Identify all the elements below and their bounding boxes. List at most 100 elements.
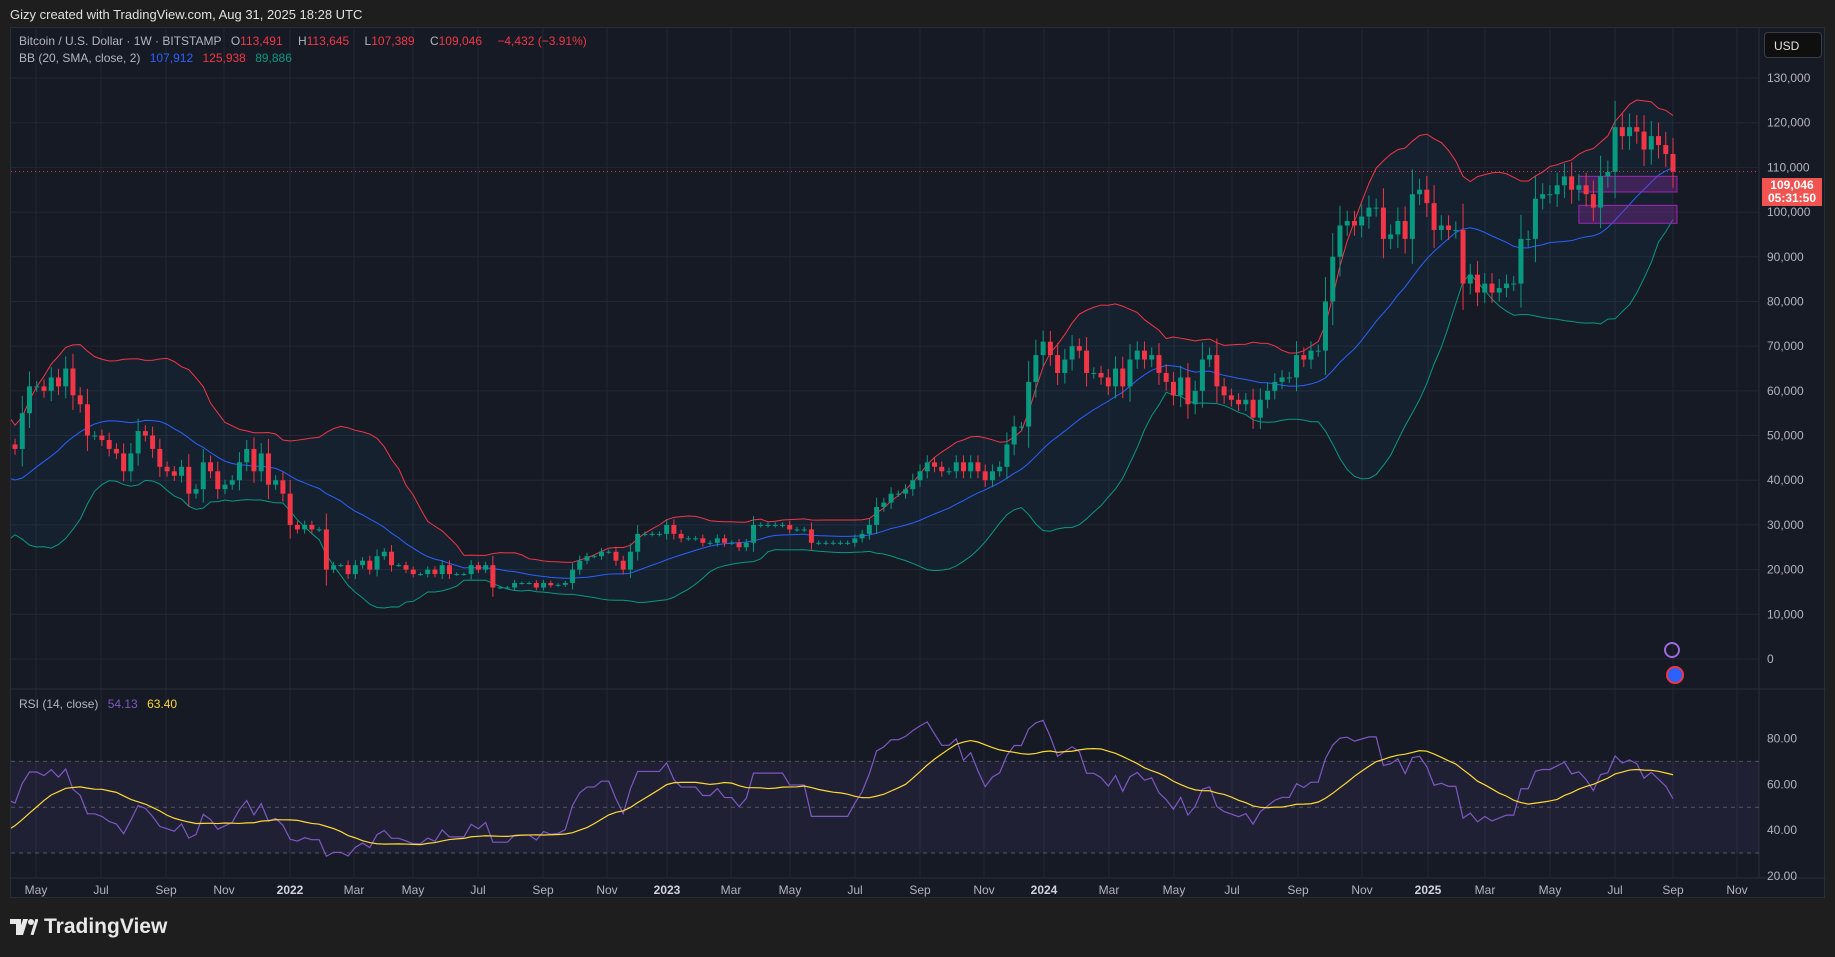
candle-body xyxy=(533,583,539,588)
bb-lower-value: 89,886 xyxy=(255,51,292,65)
candle-body xyxy=(932,462,938,467)
candle-body xyxy=(1265,390,1271,400)
price-tick: 100,000 xyxy=(1767,205,1811,219)
candle-body xyxy=(1351,221,1357,226)
candle-body xyxy=(389,551,395,566)
candle-body xyxy=(1525,238,1531,240)
candle-body xyxy=(1344,221,1350,226)
time-tick: Nov xyxy=(1351,883,1372,897)
rsi-ma-line xyxy=(11,739,1674,846)
candle-body xyxy=(772,524,778,526)
candle-body xyxy=(468,565,474,575)
price-tick: 80,000 xyxy=(1767,294,1804,308)
candle-body xyxy=(910,480,916,490)
candle-body xyxy=(367,560,373,570)
candle-body xyxy=(345,565,351,575)
candle-body xyxy=(135,431,141,454)
candle-body xyxy=(1055,355,1061,373)
candle-body xyxy=(700,538,706,543)
candle-body xyxy=(128,453,134,472)
candle-body xyxy=(874,507,880,525)
price-tick: 50,000 xyxy=(1767,429,1804,443)
candle-body xyxy=(555,584,561,586)
candle-body xyxy=(859,533,865,539)
time-tick: Sep xyxy=(1662,883,1684,897)
candle-body xyxy=(251,448,257,472)
candle-body xyxy=(504,587,510,589)
candle-body xyxy=(562,583,568,585)
candle-body xyxy=(1576,185,1582,190)
tradingview-logo[interactable]: TradingView xyxy=(10,915,167,939)
candle-body xyxy=(591,556,597,558)
time-tick: Mar xyxy=(344,883,365,897)
rsi-label: RSI (14, close) xyxy=(19,697,99,711)
rsi-value: 54.13 xyxy=(107,697,138,711)
time-tick: May xyxy=(25,883,48,897)
candle-body xyxy=(1540,194,1546,199)
footer-brand: TradingView xyxy=(44,915,168,938)
low-label: L xyxy=(364,34,372,48)
candle-body xyxy=(1656,136,1662,146)
candle-body xyxy=(1417,189,1423,195)
us-flag-event-icon xyxy=(1666,666,1684,684)
candle-body xyxy=(1380,207,1386,239)
candle-body xyxy=(157,448,163,467)
symbol-title: Bitcoin / U.S. Dollar · 1W · BITSTAMP xyxy=(19,34,222,48)
bb-legend[interactable]: BB (20, SMA, close, 2) 107,912 125,938 8… xyxy=(19,51,298,65)
close-label: C xyxy=(429,34,439,48)
candle-body xyxy=(55,377,61,387)
candle-body xyxy=(1438,225,1444,230)
candle-body xyxy=(1062,359,1068,373)
rsi-legend[interactable]: RSI (14, close) 54.13 63.40 xyxy=(19,697,183,711)
rsi-tick: 80.00 xyxy=(1767,731,1797,745)
candle-body xyxy=(208,462,214,472)
candle-body xyxy=(1113,368,1119,387)
candle-body xyxy=(881,502,887,508)
price-tick: 120,000 xyxy=(1767,116,1811,130)
candle-body xyxy=(1091,372,1097,374)
candle-body xyxy=(84,404,90,436)
candle-body xyxy=(417,574,423,576)
candle-body xyxy=(714,538,720,543)
candle-body xyxy=(446,565,452,575)
candle-body xyxy=(34,386,40,388)
candle-body xyxy=(1163,372,1169,382)
candle-body xyxy=(1641,131,1647,150)
candle-body xyxy=(1453,229,1459,231)
candle-body xyxy=(635,533,641,552)
chart-frame[interactable]: 130,000 120,000 110,000 100,000 90,000 80,000… xyxy=(10,27,1826,899)
candle-body xyxy=(1503,283,1509,289)
candle-body xyxy=(1134,350,1140,360)
candle-body xyxy=(722,538,728,543)
high-label: H xyxy=(298,34,307,48)
candle-body xyxy=(1047,341,1053,356)
candle-body xyxy=(403,565,409,570)
candle-body xyxy=(1634,127,1640,132)
candle-body xyxy=(352,565,358,575)
chart-caption: Gizy created with TradingView.com, Aug 3… xyxy=(10,7,363,22)
rsi-tick: 40.00 xyxy=(1767,823,1797,837)
candle-body xyxy=(19,413,25,449)
candle-body xyxy=(1257,399,1263,418)
candle-body xyxy=(577,560,583,570)
candle-body xyxy=(1663,145,1669,154)
time-tick: Jul xyxy=(1607,883,1622,897)
candle-body xyxy=(1322,301,1328,351)
open-label: O xyxy=(230,34,241,48)
price-tick: 30,000 xyxy=(1767,518,1804,532)
price-tick: 20,000 xyxy=(1767,563,1804,577)
bb-upper-value: 125,938 xyxy=(202,51,246,65)
candle-body xyxy=(1272,381,1278,391)
candle-body xyxy=(92,435,98,437)
candle-body xyxy=(439,565,445,575)
candle-body xyxy=(1670,153,1676,172)
candle-body xyxy=(1192,390,1198,405)
bb-upper-line xyxy=(11,99,1674,563)
bar-countdown: 05:31:50 xyxy=(1767,191,1817,205)
candle-body xyxy=(280,480,286,494)
candle-body xyxy=(142,431,148,436)
currency-selector[interactable]: USD xyxy=(1764,32,1822,58)
price-chart[interactable]: 130,000 120,000 110,000 100,000 90,000 80,000… xyxy=(11,28,1826,899)
time-tick: Nov xyxy=(213,883,234,897)
last-price: 109,046 xyxy=(1770,178,1814,192)
